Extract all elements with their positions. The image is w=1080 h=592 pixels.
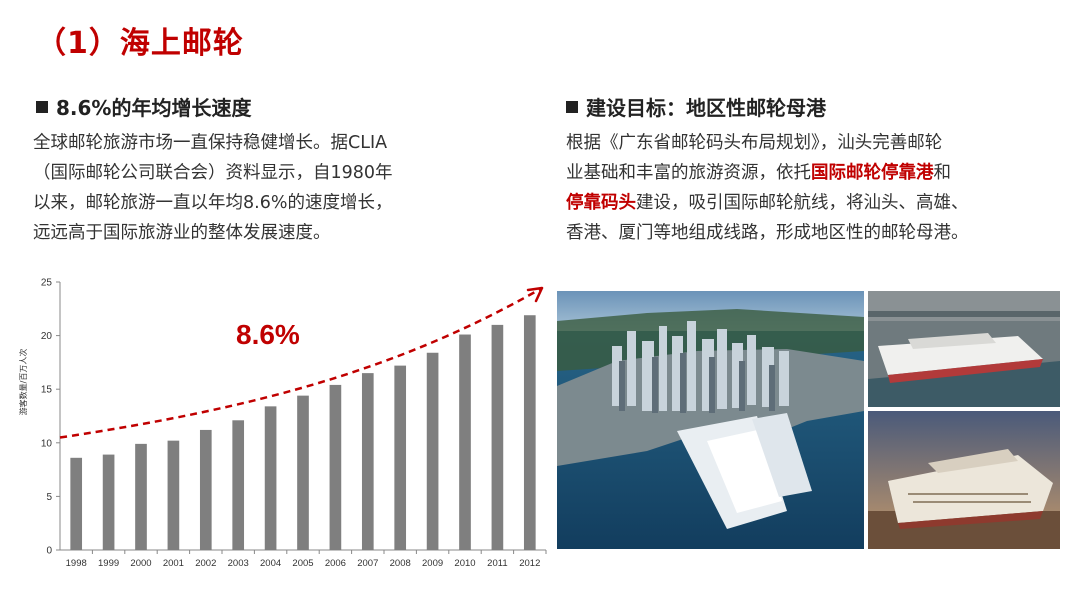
- y-tick-label: 0: [46, 546, 52, 557]
- right-heading: 建设目标：地区性邮轮母港: [566, 92, 826, 121]
- right-paragraph-line: 根据《广东省邮轮码头布局规划》，汕头完善邮轮: [566, 133, 943, 153]
- left-heading-text: 8.6%的年均增长速度: [56, 96, 252, 120]
- bar: [394, 365, 407, 550]
- x-tick-label: 2004: [260, 558, 281, 569]
- bar: [264, 406, 277, 550]
- text-run: 建设，吸引国际邮轮航线，将汕头、高雄、: [636, 193, 969, 213]
- cruise-ship-dock-photo: [868, 291, 1060, 407]
- highlight-berth-terminal: 停靠码头: [566, 193, 636, 213]
- x-tick-label: 2001: [163, 558, 184, 569]
- bar: [70, 457, 83, 550]
- bullet-square-icon: [566, 101, 578, 113]
- y-tick-label: 20: [41, 331, 53, 342]
- y-tick-label: 5: [46, 492, 52, 503]
- left-paragraph-line: 全球邮轮旅游市场一直保持稳健增长。据CLIA: [33, 133, 388, 153]
- x-tick-label: 1998: [66, 558, 87, 569]
- bar: [135, 443, 147, 550]
- right-paragraph-line: 香港、厦门等地组成线路，形成地区性的邮轮母港。: [566, 223, 969, 243]
- bar: [199, 429, 212, 550]
- bar: [329, 384, 342, 550]
- x-tick-label: 2012: [519, 558, 540, 569]
- left-heading: 8.6%的年均增长速度: [36, 92, 251, 121]
- left-paragraph: 全球邮轮旅游市场一直保持稳健增长。据CLIA （国际邮轮公司联合会）资料显示，自…: [33, 128, 503, 248]
- growth-rate-annotation: 8.6%: [236, 319, 300, 350]
- y-axis-label: 游客数量/百万人次: [18, 349, 28, 416]
- text-run: 业基础和丰富的旅游资源，依托: [566, 163, 811, 183]
- bar: [102, 454, 115, 550]
- bar: [167, 440, 180, 550]
- growth-bar-chart: 0 5 10 15 20 25 游客数量/百万人次 1998 1999 2000 2001 2002 2…: [18, 278, 547, 569]
- y-tick-label: 15: [41, 385, 53, 396]
- x-tick-label: 2002: [195, 558, 216, 569]
- x-tick-label: 2008: [390, 558, 411, 569]
- x-tick-label: 2003: [228, 558, 249, 569]
- text-run: 和: [933, 163, 952, 183]
- left-paragraph-line: 以来，邮轮旅游一直以年均8.6%的速度增长，: [33, 193, 393, 213]
- x-tick-label: 2007: [357, 558, 378, 569]
- right-paragraph-line: 业基础和丰富的旅游资源，依托国际邮轮停靠港和: [566, 158, 1066, 188]
- bar: [459, 334, 471, 550]
- bar: [523, 315, 536, 550]
- right-heading-text: 建设目标：地区性邮轮母港: [586, 96, 826, 120]
- bar: [426, 352, 439, 550]
- left-paragraph-line: （国际邮轮公司联合会）资料显示，自1980年: [33, 163, 393, 183]
- section-title: （1）海上邮轮: [36, 26, 244, 61]
- trend-arrowhead-icon: [526, 286, 544, 303]
- left-paragraph-line: 远远高于国际旅游业的整体发展速度。: [33, 223, 331, 243]
- bar: [232, 420, 245, 550]
- bar: [361, 373, 374, 550]
- x-tick-label: 1999: [98, 558, 119, 569]
- x-tick-label: 2009: [422, 558, 443, 569]
- x-tick-label: 2011: [487, 558, 507, 569]
- x-tick-label: 2000: [130, 558, 151, 569]
- x-tick-label: 2005: [292, 558, 313, 569]
- bar: [491, 324, 504, 550]
- y-tick-label: 25: [41, 278, 53, 289]
- y-tick-label: 10: [41, 438, 53, 449]
- trend-dashed-line: [59, 286, 543, 439]
- right-paragraph: 根据《广东省邮轮码头布局规划》，汕头完善邮轮 业基础和丰富的旅游资源，依托国际邮…: [566, 128, 1066, 248]
- highlight-international-port: 国际邮轮停靠港: [811, 163, 934, 183]
- x-tick-label: 2006: [325, 558, 346, 569]
- bar: [297, 395, 309, 550]
- cruise-ship-sunset-photo: [868, 411, 1060, 549]
- harbor-city-aerial-photo: [557, 291, 864, 549]
- x-tick-label: 2010: [454, 558, 475, 569]
- right-paragraph-line: 停靠码头建设，吸引国际邮轮航线，将汕头、高雄、: [566, 188, 1066, 218]
- bullet-square-icon: [36, 101, 48, 113]
